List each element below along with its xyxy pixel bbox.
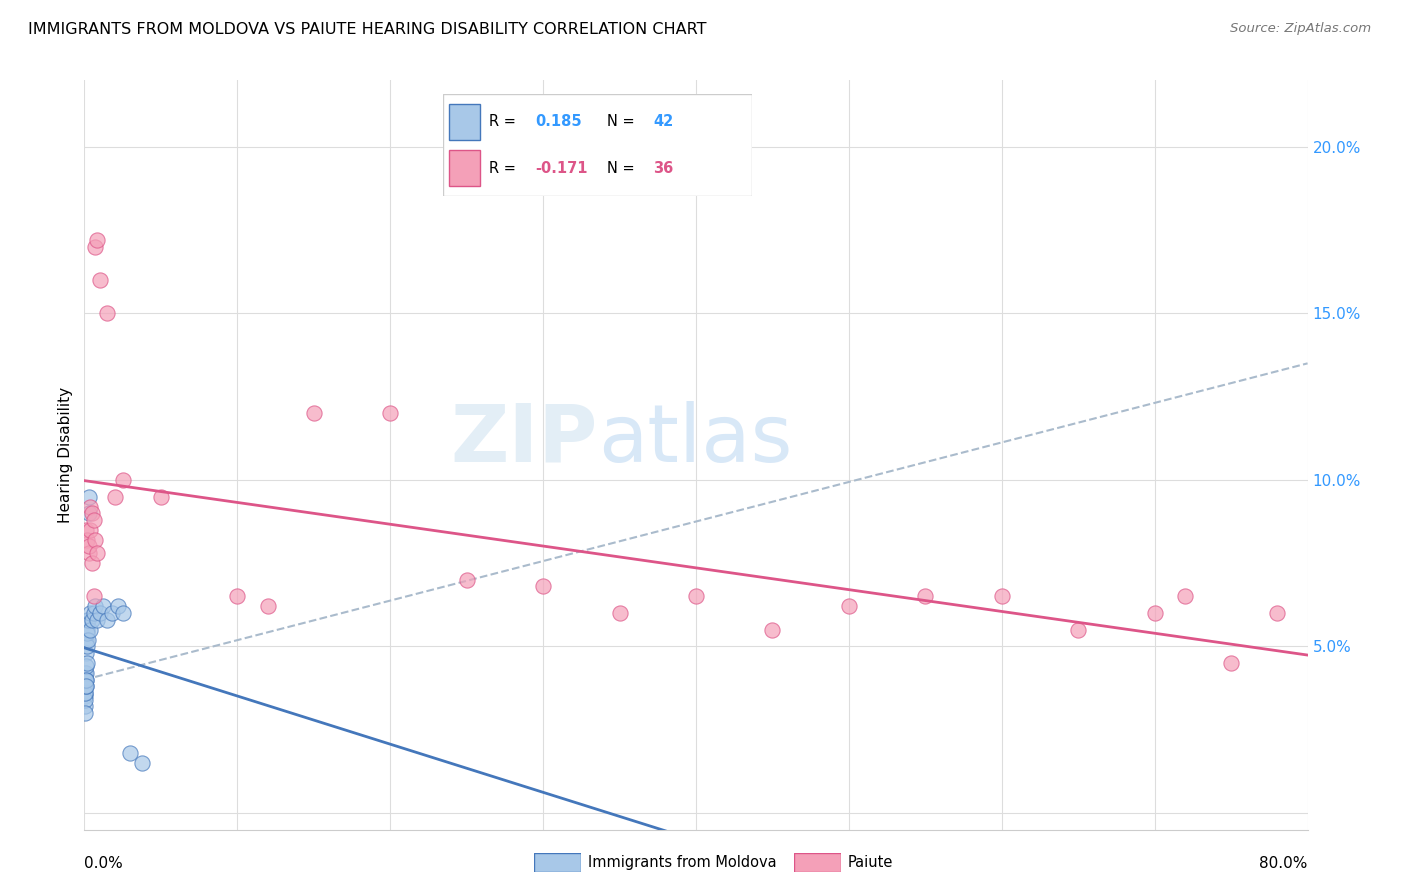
Point [257, 599, 280, 614]
Point [84, 533, 107, 547]
Point [685, 590, 707, 604]
Point [89, 273, 111, 287]
Text: 80.0%: 80.0% [1260, 856, 1308, 871]
Point [76, 656, 98, 670]
Point [1067, 623, 1090, 637]
Point [75, 686, 97, 700]
Text: 42: 42 [654, 114, 673, 129]
Point [73, 690, 96, 704]
Point [79, 523, 101, 537]
Text: N =: N = [607, 161, 640, 176]
Point [76, 626, 98, 640]
Point [302, 406, 325, 420]
Point [991, 590, 1014, 604]
Point [80, 506, 103, 520]
Point [380, 406, 402, 420]
Point [96, 613, 118, 627]
Text: 0.185: 0.185 [536, 114, 582, 129]
Bar [449, 150, 479, 186]
Point [75, 679, 97, 693]
Y-axis label: Hearing Disability: Hearing Disability [58, 387, 73, 523]
Point [89, 606, 111, 620]
Text: R =: R = [489, 114, 520, 129]
Bar [449, 104, 479, 140]
Point [609, 606, 631, 620]
Point [79, 623, 101, 637]
Point [76, 632, 98, 647]
Point [1143, 606, 1166, 620]
Point [75, 706, 97, 720]
Text: Immigrants from Moldova: Immigrants from Moldova [588, 855, 776, 870]
Text: -0.171: -0.171 [536, 161, 588, 176]
Point [107, 599, 129, 614]
Point [76, 613, 98, 627]
Point [77, 490, 100, 504]
Point [79, 606, 101, 620]
Point [1220, 656, 1243, 670]
Text: R =: R = [489, 161, 520, 176]
Text: 0.0%: 0.0% [84, 856, 124, 871]
Point [456, 573, 478, 587]
Point [77, 546, 100, 560]
Point [79, 500, 101, 514]
Text: ZIP: ZIP [451, 401, 598, 479]
Point [75, 673, 97, 687]
Text: Paiute: Paiute [848, 855, 893, 870]
Point [75, 679, 97, 693]
Text: 36: 36 [654, 161, 673, 176]
Point [80, 556, 103, 570]
Point [111, 606, 134, 620]
Point [75, 666, 97, 681]
Point [104, 490, 127, 504]
Point [75, 692, 97, 706]
Point [75, 673, 97, 687]
Point [86, 546, 108, 560]
Point [76, 533, 98, 547]
Point [76, 640, 98, 654]
Point [84, 599, 107, 614]
Text: Source: ZipAtlas.com: Source: ZipAtlas.com [1230, 22, 1371, 36]
Point [149, 490, 172, 504]
Point [120, 746, 142, 760]
Point [1174, 590, 1197, 604]
Text: IMMIGRANTS FROM MOLDOVA VS PAIUTE HEARING DISABILITY CORRELATION CHART: IMMIGRANTS FROM MOLDOVA VS PAIUTE HEARIN… [28, 22, 707, 37]
Point [531, 579, 554, 593]
Point [96, 306, 118, 320]
Point [73, 673, 96, 687]
Point [75, 646, 97, 660]
Point [73, 679, 96, 693]
Point [1265, 606, 1288, 620]
Point [86, 233, 108, 247]
Point [73, 699, 96, 714]
Point [86, 613, 108, 627]
Point [80, 613, 103, 627]
Point [83, 513, 105, 527]
Point [75, 673, 97, 687]
Point [91, 599, 114, 614]
Text: atlas: atlas [598, 401, 793, 479]
Point [75, 659, 97, 673]
Point [77, 613, 100, 627]
Point [77, 540, 100, 554]
Point [75, 523, 97, 537]
Point [101, 606, 124, 620]
Point [75, 666, 97, 681]
Text: N =: N = [607, 114, 640, 129]
Point [84, 240, 107, 254]
Point [761, 623, 783, 637]
Point [226, 590, 249, 604]
Point [75, 679, 97, 693]
FancyBboxPatch shape [443, 94, 752, 196]
Point [131, 756, 153, 770]
Point [83, 590, 105, 604]
Point [75, 632, 97, 647]
Point [73, 686, 96, 700]
Point [914, 590, 936, 604]
Point [838, 599, 860, 614]
Point [77, 506, 100, 520]
Point [111, 473, 134, 487]
Point [83, 606, 105, 620]
Point [76, 623, 98, 637]
